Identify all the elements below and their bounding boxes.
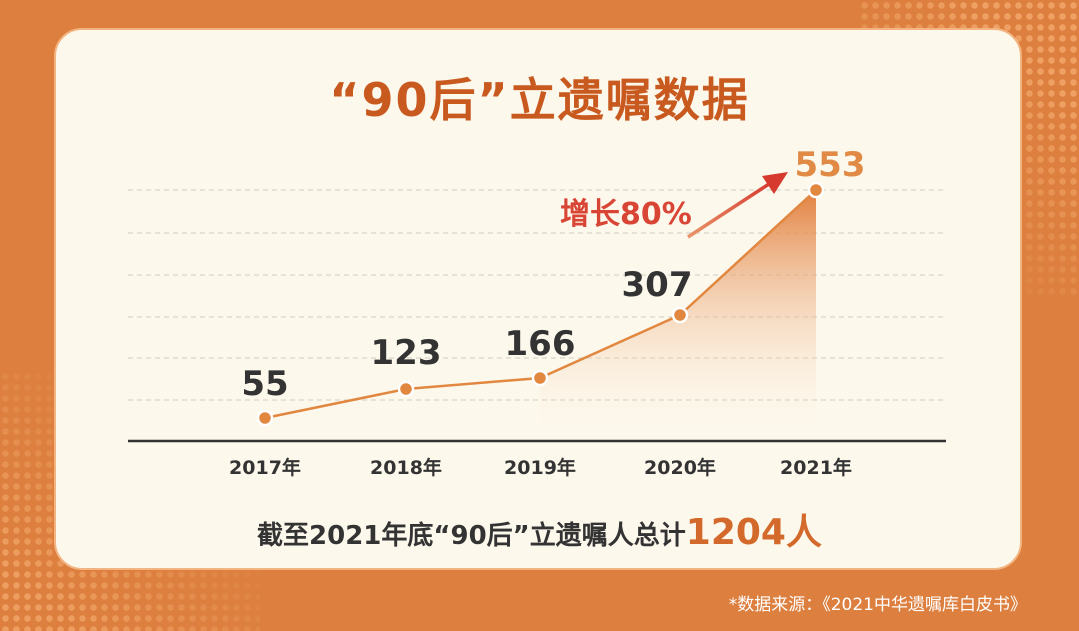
data-source: *数据来源：《2021中华遗嘱库白皮书》	[728, 595, 1027, 615]
summary-line: 截至2021年底“90后”立遗嘱人总计1204人	[0, 508, 1079, 561]
data-point	[807, 181, 825, 199]
x-tick-label: 2020年	[644, 456, 716, 479]
area-fill	[540, 190, 816, 441]
chart-card	[54, 28, 1022, 570]
data-label: 123	[371, 333, 442, 373]
growth-annotation: 增长80%	[560, 197, 692, 232]
data-label: 55	[241, 364, 288, 404]
data-label: 166	[505, 324, 576, 364]
x-tick-label: 2017年	[229, 456, 301, 479]
summary-text: 截至2021年底“90后”立遗嘱人总计	[257, 521, 686, 551]
data-label: 307	[622, 265, 693, 305]
x-tick-label: 2021年	[780, 456, 852, 479]
growth-arrow	[687, 180, 773, 239]
x-tick-label: 2019年	[504, 456, 576, 479]
summary-total: 1204人	[685, 512, 822, 553]
data-point	[531, 369, 549, 387]
data-label: 553	[795, 145, 866, 185]
x-tick-label: 2018年	[370, 456, 442, 479]
data-point	[256, 409, 274, 427]
growth-arrow-head	[762, 172, 788, 194]
data-point	[671, 306, 689, 324]
data-point	[397, 380, 415, 398]
chart-title: “90后”立遗嘱数据	[329, 73, 750, 127]
